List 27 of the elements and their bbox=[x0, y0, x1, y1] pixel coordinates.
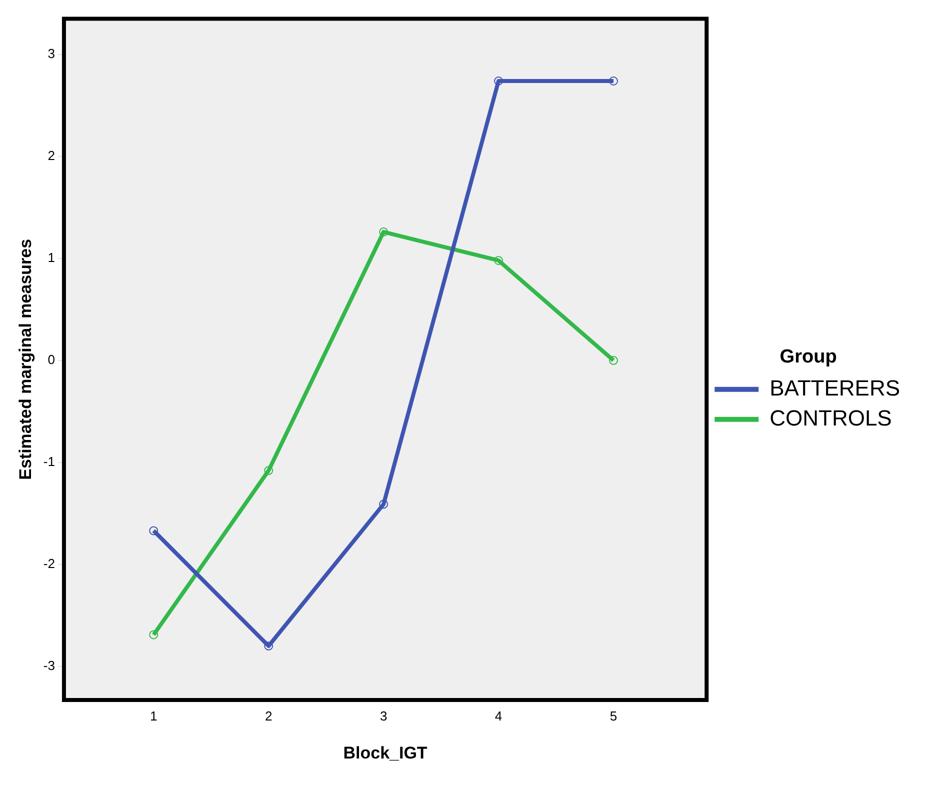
point bbox=[379, 500, 388, 509]
point bbox=[149, 630, 158, 640]
y-tick-label: 2 bbox=[48, 148, 55, 164]
y-tick-label: -3 bbox=[43, 658, 55, 673]
x-tick-label: 5 bbox=[610, 708, 618, 724]
x-axis-title: Block_IGT bbox=[343, 743, 428, 762]
y-tick-label: 1 bbox=[48, 250, 55, 266]
legend-label: BATTERERS bbox=[770, 375, 900, 400]
legend-label: CONTROLS bbox=[770, 405, 892, 430]
legend-title: Group bbox=[780, 346, 837, 368]
y-tick-label: -2 bbox=[43, 556, 55, 571]
point bbox=[379, 227, 388, 236]
point bbox=[608, 76, 618, 86]
x-tick-label: 1 bbox=[150, 708, 158, 724]
point bbox=[149, 526, 158, 536]
y-tick-label: 0 bbox=[48, 352, 55, 367]
point bbox=[264, 466, 274, 476]
point bbox=[264, 641, 274, 650]
y-axis-title: Estimated marginal measures bbox=[16, 238, 35, 480]
point bbox=[494, 76, 504, 86]
point bbox=[608, 356, 618, 365]
point bbox=[494, 256, 504, 265]
x-tick-label: 3 bbox=[380, 708, 388, 724]
y-tick-label: 3 bbox=[48, 46, 55, 62]
y-tick-label: -1 bbox=[43, 454, 55, 469]
x-tick-label: 4 bbox=[494, 708, 502, 724]
x-tick-label: 2 bbox=[264, 708, 272, 724]
